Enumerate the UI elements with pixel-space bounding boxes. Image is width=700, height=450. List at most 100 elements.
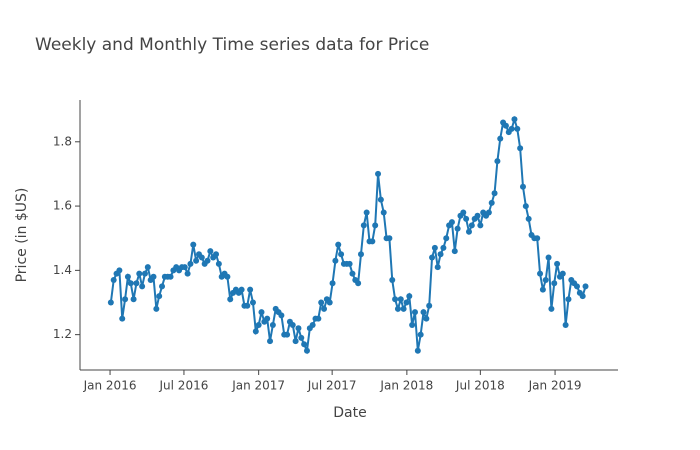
point — [372, 222, 379, 229]
point — [423, 315, 430, 322]
point — [204, 257, 211, 264]
point — [321, 305, 328, 312]
point — [298, 334, 305, 341]
x-tick-label: Jan 2019 — [528, 379, 582, 393]
x-axis-label: Date — [333, 405, 366, 421]
point — [349, 270, 356, 277]
point — [400, 305, 407, 312]
point — [548, 305, 555, 312]
point — [122, 296, 129, 303]
point — [255, 322, 262, 328]
point — [264, 315, 271, 322]
point — [565, 296, 572, 303]
point — [303, 347, 310, 354]
point — [403, 299, 410, 306]
point — [144, 264, 151, 271]
point — [386, 235, 393, 242]
x-tick-label: Jan 2018 — [379, 379, 433, 393]
point — [406, 293, 413, 300]
point — [150, 273, 157, 280]
point — [355, 280, 362, 287]
point — [284, 331, 291, 338]
point — [338, 251, 345, 258]
point — [269, 322, 276, 328]
point — [460, 209, 467, 216]
point — [363, 209, 370, 216]
point — [411, 309, 418, 316]
point — [451, 248, 458, 255]
point — [542, 277, 549, 283]
point — [187, 260, 194, 267]
point — [133, 280, 140, 287]
point — [375, 170, 382, 177]
point — [258, 309, 265, 316]
point — [573, 283, 580, 290]
point — [454, 225, 461, 232]
point — [360, 222, 367, 229]
point — [190, 241, 197, 248]
point — [431, 244, 438, 251]
point — [525, 215, 532, 222]
point — [181, 264, 188, 271]
point — [468, 222, 475, 229]
point — [582, 283, 589, 290]
point — [440, 244, 447, 251]
point — [426, 302, 433, 309]
point — [252, 328, 259, 335]
point — [247, 286, 254, 293]
point — [414, 347, 421, 354]
point — [420, 309, 427, 316]
point — [309, 322, 316, 328]
point — [463, 215, 470, 222]
point — [213, 251, 220, 258]
point — [318, 299, 325, 306]
point — [107, 299, 114, 306]
point — [130, 296, 137, 303]
point — [167, 273, 174, 280]
point — [545, 254, 552, 261]
x-tick-label: Jul 2016 — [159, 379, 209, 393]
point — [301, 341, 308, 348]
point — [159, 283, 166, 290]
point — [429, 254, 436, 261]
point — [153, 305, 160, 312]
point — [346, 260, 353, 267]
x-tick-label: Jul 2017 — [307, 379, 357, 393]
point — [488, 199, 495, 206]
y-axis-label: Price (in $US) — [14, 188, 30, 283]
point — [517, 145, 524, 152]
point — [514, 125, 521, 132]
point — [184, 270, 191, 277]
point — [380, 209, 387, 216]
point — [409, 322, 416, 328]
point — [193, 257, 200, 264]
point — [485, 209, 492, 216]
point — [141, 270, 148, 277]
point — [238, 286, 245, 293]
point — [494, 158, 501, 165]
y-tick-label: 1.2 — [53, 327, 72, 341]
point — [267, 338, 274, 345]
point — [357, 251, 364, 258]
point — [511, 116, 518, 123]
point — [292, 338, 299, 345]
point — [519, 183, 526, 190]
point — [377, 196, 384, 203]
chart-title: Weekly and Monthly Time series data for … — [35, 35, 429, 55]
point — [278, 312, 285, 319]
point — [397, 296, 404, 303]
point — [244, 302, 251, 309]
point — [315, 315, 322, 322]
point — [554, 260, 561, 267]
x-tick-label: Jan 2017 — [231, 379, 285, 393]
point — [394, 305, 401, 312]
point — [579, 293, 586, 300]
x-tick-label: Jan 2016 — [83, 379, 137, 393]
point — [434, 264, 441, 271]
point — [559, 270, 566, 277]
price-line — [109, 115, 587, 355]
point — [215, 260, 222, 267]
point — [465, 228, 472, 235]
point — [369, 238, 376, 245]
